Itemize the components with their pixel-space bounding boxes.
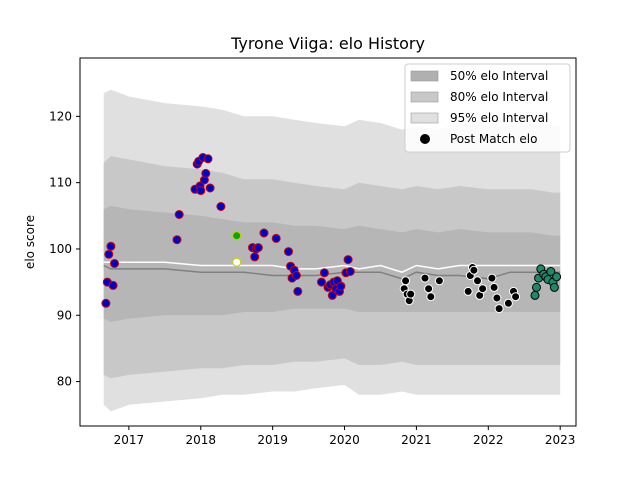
y-axis: 80 90 100 110 120 [49,109,80,389]
data-point [487,273,497,283]
data-point [426,292,436,302]
data-point [232,231,242,241]
y-tick-label: 100 [49,242,72,256]
data-point [492,293,502,303]
data-point [494,304,504,314]
x-tick-label: 2022 [473,433,504,447]
data-point [489,282,499,292]
x-tick-label: 2019 [257,433,288,447]
data-point [250,252,260,262]
data-point [317,277,326,287]
data-point [259,228,269,238]
data-point [343,255,353,265]
y-tick-label: 120 [49,109,72,123]
data-point [503,298,513,308]
data-point [345,267,355,276]
legend: 50% elo Interval 80% elo Interval 95% elo … [404,63,571,153]
data-point [511,292,521,302]
data-point [532,282,541,292]
data-point [530,290,540,300]
data-point [546,267,556,276]
data-point [216,202,226,211]
data-point [293,286,303,296]
legend-swatch [410,112,439,124]
chart-title: Tyrone Viiga: elo History [230,34,425,53]
data-point [271,233,281,243]
data-point [172,235,182,245]
data-point [104,249,114,259]
data-point [174,210,184,219]
x-tick-label: 2021 [401,433,432,447]
legend-label: 50% elo Interval [450,69,548,83]
mean-line [103,261,561,274]
data-point [106,241,116,251]
x-tick-label: 2018 [185,433,216,447]
y-tick-label: 80 [57,375,72,389]
data-point [201,168,211,178]
data-point [478,284,488,294]
data-point [291,271,301,280]
data-point [336,281,346,291]
data-point [108,280,118,290]
plot-frame [79,57,577,427]
y-tick-label: 110 [49,176,72,190]
data-point [434,276,444,286]
data-point [203,154,213,164]
legend-label: Post Match elo [450,132,537,146]
data-point [552,272,562,282]
data-point [205,183,215,193]
band-50 [103,205,561,322]
legend-swatch [410,91,439,103]
legend-label: 95% elo Interval [450,111,548,125]
data-point [232,257,242,267]
x-tick-label: 2023 [545,433,576,447]
data-point [424,284,434,294]
data-point [110,259,119,268]
data-point [401,276,411,286]
y-axis-label: elo score [23,215,37,269]
data-point [420,273,430,283]
data-point [463,286,473,296]
x-axis: 2017 2018 2019 2020 2021 2022 2023 [114,426,576,447]
legend-marker [420,134,430,144]
match-points [101,153,562,314]
x-tick-label: 2017 [114,433,145,447]
y-tick-label: 90 [57,308,72,322]
data-point [469,265,479,275]
legend-box [404,63,571,153]
legend-swatch [410,70,439,82]
legend-label: 80% elo Interval [450,90,548,104]
data-point [406,289,416,299]
x-tick-label: 2020 [329,433,360,447]
data-point [319,268,329,278]
data-point [196,186,206,196]
plot-area [101,89,562,412]
data-point [101,298,111,308]
data-point [284,247,293,257]
data-point [549,282,559,292]
data-point [473,276,482,286]
data-point [253,243,263,253]
